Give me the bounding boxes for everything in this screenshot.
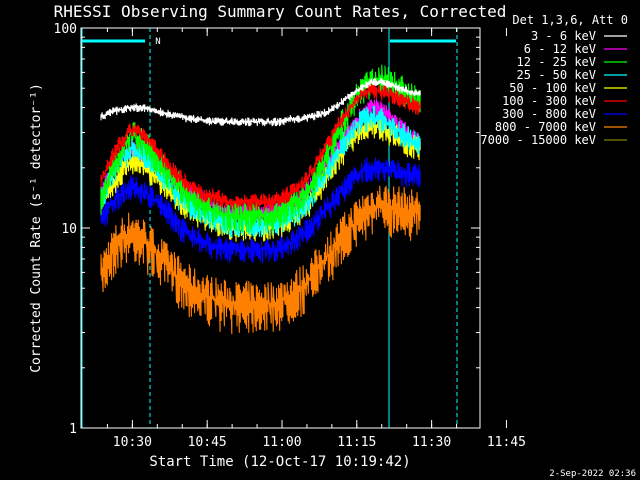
- series-5: [100, 82, 421, 211]
- legend-label: 3 - 6 keV: [531, 29, 596, 43]
- x-tick-label: 11:30: [412, 435, 451, 450]
- x-tick-label: 11:00: [262, 435, 301, 450]
- series-2: [100, 64, 421, 233]
- x-tick-label: 11:15: [337, 435, 376, 450]
- legend-label: 100 - 300 keV: [502, 94, 596, 108]
- series-line: [100, 157, 421, 264]
- series-layer: [100, 64, 421, 335]
- series-line: [100, 77, 421, 127]
- legend-label: 25 - 50 keV: [517, 68, 596, 82]
- series-line: [100, 185, 421, 335]
- legend-label: 12 - 25 keV: [517, 55, 596, 69]
- y-tick-label: 100: [54, 22, 77, 37]
- legend-label: 800 - 7000 keV: [495, 120, 596, 134]
- legend-label: 7000 - 15000 keV: [480, 133, 596, 147]
- series-6: [100, 157, 421, 264]
- x-tick-label: 10:30: [113, 435, 152, 450]
- legend-label: 50 - 100 keV: [509, 81, 596, 95]
- series-line: [100, 64, 421, 233]
- annotation-label: N: [155, 37, 160, 47]
- x-tick-label: 11:45: [487, 435, 526, 450]
- series-line: [100, 105, 421, 238]
- series-0: [100, 77, 421, 127]
- series-3: [100, 105, 421, 238]
- footer-date: 2-Sep-2022 02:36: [549, 469, 636, 479]
- y-tick-label: 10: [61, 222, 77, 237]
- x-axis-label: Start Time (12-Oct-17 10:19:42): [149, 454, 410, 470]
- x-tick-label: 10:45: [188, 435, 227, 450]
- series-7: [100, 185, 421, 335]
- series-line: [100, 82, 421, 211]
- chart-title: RHESSI Observing Summary Count Rates, Co…: [54, 2, 507, 21]
- y-tick-label: 1: [69, 422, 77, 437]
- y-axis-label: Corrected Count Rate (s⁻¹ detector⁻¹): [29, 83, 44, 373]
- legend-label: 6 - 12 keV: [524, 42, 596, 56]
- legend-title: Det 1,3,6, Att 0: [512, 13, 628, 27]
- axes: 10:30 10:45 11:00 11:15 11:30 11:45 1 10 100: [54, 22, 526, 450]
- legend-label: 300 - 800 keV: [502, 107, 596, 121]
